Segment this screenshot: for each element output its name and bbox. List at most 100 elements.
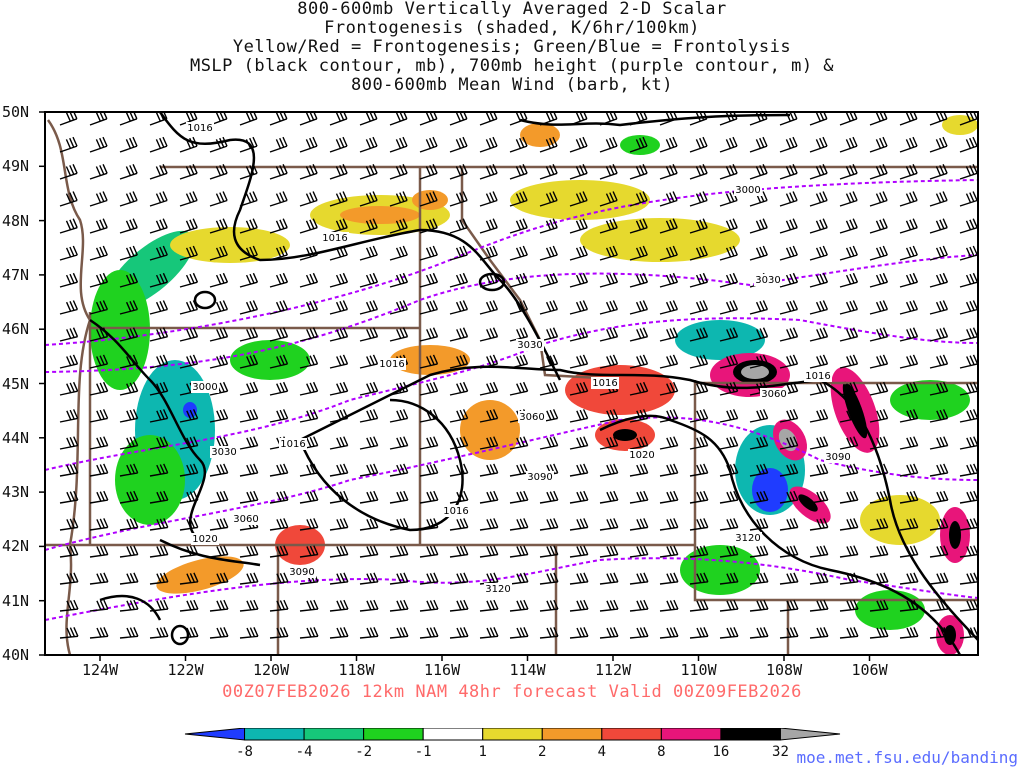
wind-barb — [509, 272, 529, 288]
wind-barb — [869, 245, 888, 261]
wind-barb — [569, 112, 588, 126]
credit-link[interactable]: moe.met.fsu.edu/banding — [796, 748, 1018, 767]
wind-barb — [479, 164, 498, 180]
wind-barb — [659, 572, 679, 585]
wind-barb — [959, 245, 978, 261]
wind-barb — [149, 436, 169, 450]
wind-barb — [329, 112, 348, 126]
wind-barb — [299, 436, 319, 450]
title-line-1: 800-600mb Vertically Averaged 2-D Scalar — [297, 0, 727, 19]
mslp-label: 1020 — [629, 450, 654, 461]
wind-barb — [59, 218, 78, 234]
wind-barb — [569, 191, 588, 207]
wind-barb — [689, 518, 709, 531]
wind-barb — [689, 354, 709, 369]
wind-barb — [959, 354, 978, 369]
height-label: 3000 — [192, 382, 217, 393]
wind-barb — [389, 463, 409, 477]
wind-barb — [839, 572, 859, 585]
colorbar-swatch — [779, 728, 841, 741]
wind-barb — [629, 300, 649, 315]
wind-barb — [209, 599, 229, 612]
wind-barb — [839, 490, 859, 504]
wind-barb — [899, 627, 919, 639]
wind-barb — [479, 463, 499, 477]
wind-barb — [809, 463, 829, 477]
wind-barb — [839, 327, 859, 342]
wind-barb — [569, 300, 589, 315]
wind-barb — [719, 272, 739, 288]
wind-barb — [659, 409, 679, 423]
wind-barb — [929, 599, 949, 612]
wind-barb — [269, 627, 289, 639]
wind-barb — [449, 218, 468, 234]
wind-barb — [479, 627, 499, 639]
wind-barb — [539, 436, 559, 450]
wind-barb — [839, 218, 858, 234]
wind-barb — [449, 112, 468, 126]
wind-barb — [59, 136, 78, 153]
wind-barb — [629, 409, 649, 423]
wind-barb — [689, 191, 708, 207]
wind-barb — [899, 218, 918, 234]
wind-barb — [239, 627, 259, 639]
wind-barb — [959, 572, 978, 585]
wind-barb — [119, 627, 139, 639]
wind-barb — [539, 245, 558, 261]
wind-barb — [119, 545, 139, 558]
wind-barb — [269, 218, 288, 234]
lat-label: 50N — [2, 103, 30, 121]
wind-barb — [749, 599, 769, 612]
wind-barb — [389, 300, 409, 315]
wind-barb — [569, 572, 589, 585]
wind-barb — [689, 327, 709, 342]
wind-barb — [599, 545, 619, 558]
wind-barb — [89, 191, 108, 207]
wind-barb — [929, 112, 948, 126]
wind-barb — [89, 272, 109, 288]
wind-barb — [119, 191, 138, 207]
wind-barb — [299, 245, 318, 261]
wind-barb — [929, 490, 949, 504]
wind-barb — [539, 354, 559, 369]
wind-barb — [719, 136, 738, 153]
wind-barb — [779, 272, 799, 288]
wind-barb — [899, 545, 919, 558]
wind-barb — [419, 518, 439, 531]
wind-barb — [689, 300, 709, 315]
wind-barb — [359, 136, 378, 153]
lat-label: 43N — [2, 483, 30, 502]
wind-barb — [59, 518, 79, 531]
wind-barb — [599, 436, 619, 450]
wind-barb — [629, 354, 649, 369]
height-label: 3090 — [527, 472, 552, 483]
wind-barb — [929, 381, 949, 396]
wind-barb — [539, 164, 558, 180]
wind-barb — [899, 572, 919, 585]
wind-barb — [329, 490, 349, 504]
wind-barb — [89, 627, 109, 639]
wind-barb — [59, 272, 79, 288]
wind-barb — [509, 490, 529, 504]
lon-label: 114W — [509, 661, 546, 679]
wind-barb — [119, 599, 139, 612]
wind-barb — [89, 545, 109, 558]
wind-barb — [899, 164, 918, 180]
wind-barb — [749, 112, 768, 126]
colorbar-swatch — [541, 728, 603, 741]
wind-barb — [869, 436, 889, 450]
wind-barb — [239, 354, 259, 369]
wind-barb — [419, 409, 439, 423]
wind-barb — [719, 409, 739, 423]
wind-barb — [449, 518, 469, 531]
wind-barb — [149, 518, 169, 531]
wind-barb — [359, 327, 379, 342]
wind-barb — [809, 245, 828, 261]
wind-barb — [299, 490, 319, 504]
lon-label: 112W — [595, 661, 632, 679]
wind-barb — [809, 545, 829, 558]
wind-barb — [419, 218, 438, 234]
wind-barb — [809, 191, 828, 207]
wind-barb — [749, 300, 769, 315]
wind-barb — [899, 599, 919, 612]
